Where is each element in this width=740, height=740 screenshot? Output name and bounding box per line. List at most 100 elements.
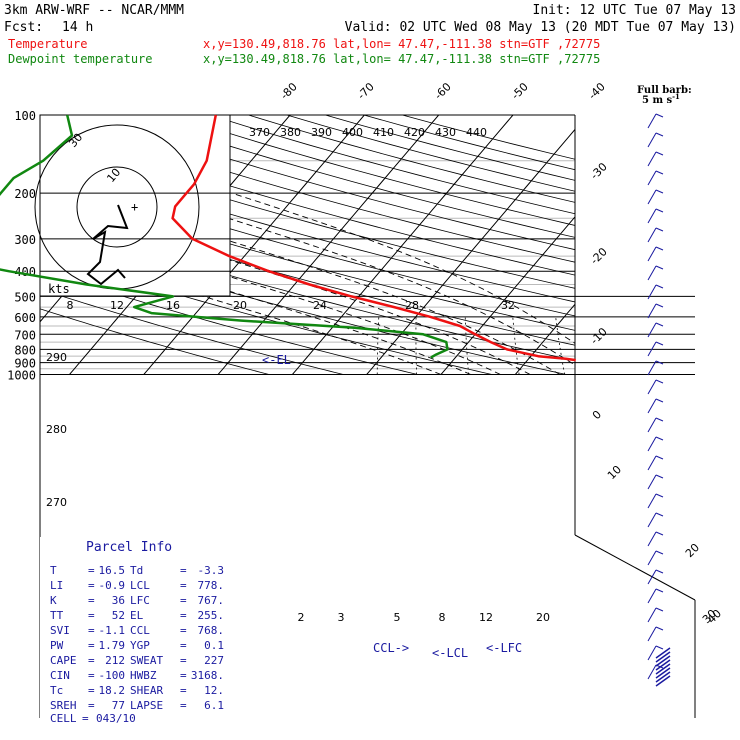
wind-barb: [647, 474, 664, 490]
theta-label: 370: [249, 126, 270, 139]
barb-flag: [655, 474, 664, 479]
barb-flag: [655, 132, 664, 137]
parcel-key-2: SHEAR: [130, 684, 163, 697]
dry-adiabat: [40, 115, 270, 375]
mixing-ratio-label: 5: [394, 611, 401, 624]
valid-time: Valid: 02 UTC Wed 08 May 13 (20 MDT Tue …: [345, 20, 736, 35]
isotherm-label-right: 10: [605, 463, 624, 482]
theta-label: 400: [342, 126, 363, 139]
speed-label: 20: [233, 299, 247, 312]
theta-label: 410: [373, 126, 394, 139]
parcel-equals-2: =: [180, 609, 187, 622]
parcel-key: CIN: [50, 669, 70, 682]
parcel-equals: =: [88, 609, 95, 622]
pressure-tick-label: 700: [14, 328, 36, 342]
parcel-value-2: 6.1: [204, 699, 224, 712]
isotherm-line: [143, 115, 365, 375]
mixing-ratio-label: 2: [298, 611, 305, 624]
forecast-hour: 14 h: [62, 20, 93, 35]
barb-flag: [655, 531, 664, 536]
parcel-info-panel: Parcel Info T = 16.5 Td = -3.3 LI = -0.9 LCL = 778.…: [40, 537, 230, 730]
wind-barbs: [647, 113, 671, 687]
mixing-ratio-label: 12: [479, 611, 493, 624]
wind-barb: [647, 455, 664, 471]
parcel-equals-2: =: [180, 669, 187, 682]
dry-adiabat: [40, 115, 418, 375]
isotherm-label-right: -10: [588, 325, 610, 347]
parcel-equals: =: [88, 699, 95, 712]
wind-barb: [647, 341, 664, 357]
moist-adiabat: [82, 192, 561, 375]
barb-flag: [655, 227, 664, 232]
parcel-value: 16.5: [99, 564, 126, 577]
parcel-row: SVI = -1.1 CCL = 768.: [50, 624, 224, 637]
barb-flag: [655, 151, 664, 156]
parcel-value-2: 227: [204, 654, 224, 667]
parcel-row: CAPE = 212 SWEAT = 227: [50, 654, 224, 667]
mixing-ratio-line: [611, 316, 626, 375]
parcel-key-2: SWEAT: [130, 654, 163, 667]
parcel-value: 52: [112, 609, 125, 622]
cell-value: 043/10: [96, 712, 136, 725]
parcel-key-2: LCL: [130, 579, 150, 592]
parcel-equals: =: [88, 594, 95, 607]
wind-barb: [647, 189, 664, 205]
forecast-label: Fcst:: [4, 20, 43, 35]
parcel-key: T: [50, 564, 57, 577]
barb-flag: [655, 493, 664, 498]
pressure-tick-label: 1000: [7, 369, 36, 383]
dry-adiabat: [40, 115, 695, 375]
barb-staff: [647, 360, 657, 376]
wind-barb: [647, 607, 664, 623]
parcel-value: -100: [99, 669, 126, 682]
barb-flag: [655, 265, 664, 270]
hodograph-ring: [76, 166, 158, 248]
barb-unit: 5 m s-1: [642, 92, 680, 106]
cell-equals: =: [82, 712, 89, 725]
barb-flag: [655, 455, 664, 460]
isotherm-label-right: -20: [588, 245, 610, 267]
dry-adiabat: [40, 115, 492, 375]
speed-label: 16: [166, 299, 180, 312]
barb-flag: [655, 626, 664, 631]
barb-staff: [647, 189, 657, 205]
parcel-key: Tc: [50, 684, 63, 697]
barb-flag: [655, 512, 664, 517]
barb-flag: [655, 550, 664, 555]
wind-barb: [655, 663, 671, 675]
barb-staff: [647, 398, 657, 414]
parcel-value: -0.9: [99, 579, 126, 592]
dry-adiabat: [286, 115, 695, 375]
init-time: Init: 12 UTC Tue 07 May 13: [533, 3, 737, 18]
legend-dewpoint-name: Dewpoint temperature: [8, 52, 153, 66]
wind-barb: [647, 208, 664, 224]
wind-barb: [647, 170, 664, 186]
wind-barb: [647, 436, 664, 452]
wind-barb: [647, 379, 664, 395]
barb-staff: [647, 113, 657, 129]
parcel-row: PW = 1.79 YGP = 0.1: [50, 639, 224, 652]
legend-dewpoint-info: x,y=130.49,818.76 lat,lon= 47.47,-111.38…: [203, 52, 600, 66]
barb-flag: [655, 322, 664, 327]
barb-title: Full barb:: [637, 85, 692, 96]
parcel-key-2: CCL: [130, 624, 150, 637]
isotherm-label-top: -50: [509, 80, 531, 102]
barb-flag: [655, 607, 664, 612]
parcel-value-2: 768.: [198, 624, 225, 637]
parcel-value-2: 778.: [198, 579, 225, 592]
barb-staff: [647, 227, 657, 243]
dewpoint-line: [0, 114, 449, 359]
mixing-ratio-label: 20: [536, 611, 550, 624]
isotherm-line: [589, 115, 695, 375]
speed-label: 8: [67, 299, 74, 312]
hodograph-box: [39, 114, 231, 297]
barb-flag: [655, 170, 664, 175]
wind-barb: [647, 588, 664, 604]
barb-staff: [647, 588, 657, 604]
barb-staff: [647, 246, 657, 262]
parcel-row: K = 36 LFC = 767.: [50, 594, 224, 607]
barb-staff: [647, 417, 657, 433]
lcl-marker: <-LCL: [432, 646, 468, 660]
dry-adiabat: [402, 115, 695, 375]
barb-staff: [647, 379, 657, 395]
